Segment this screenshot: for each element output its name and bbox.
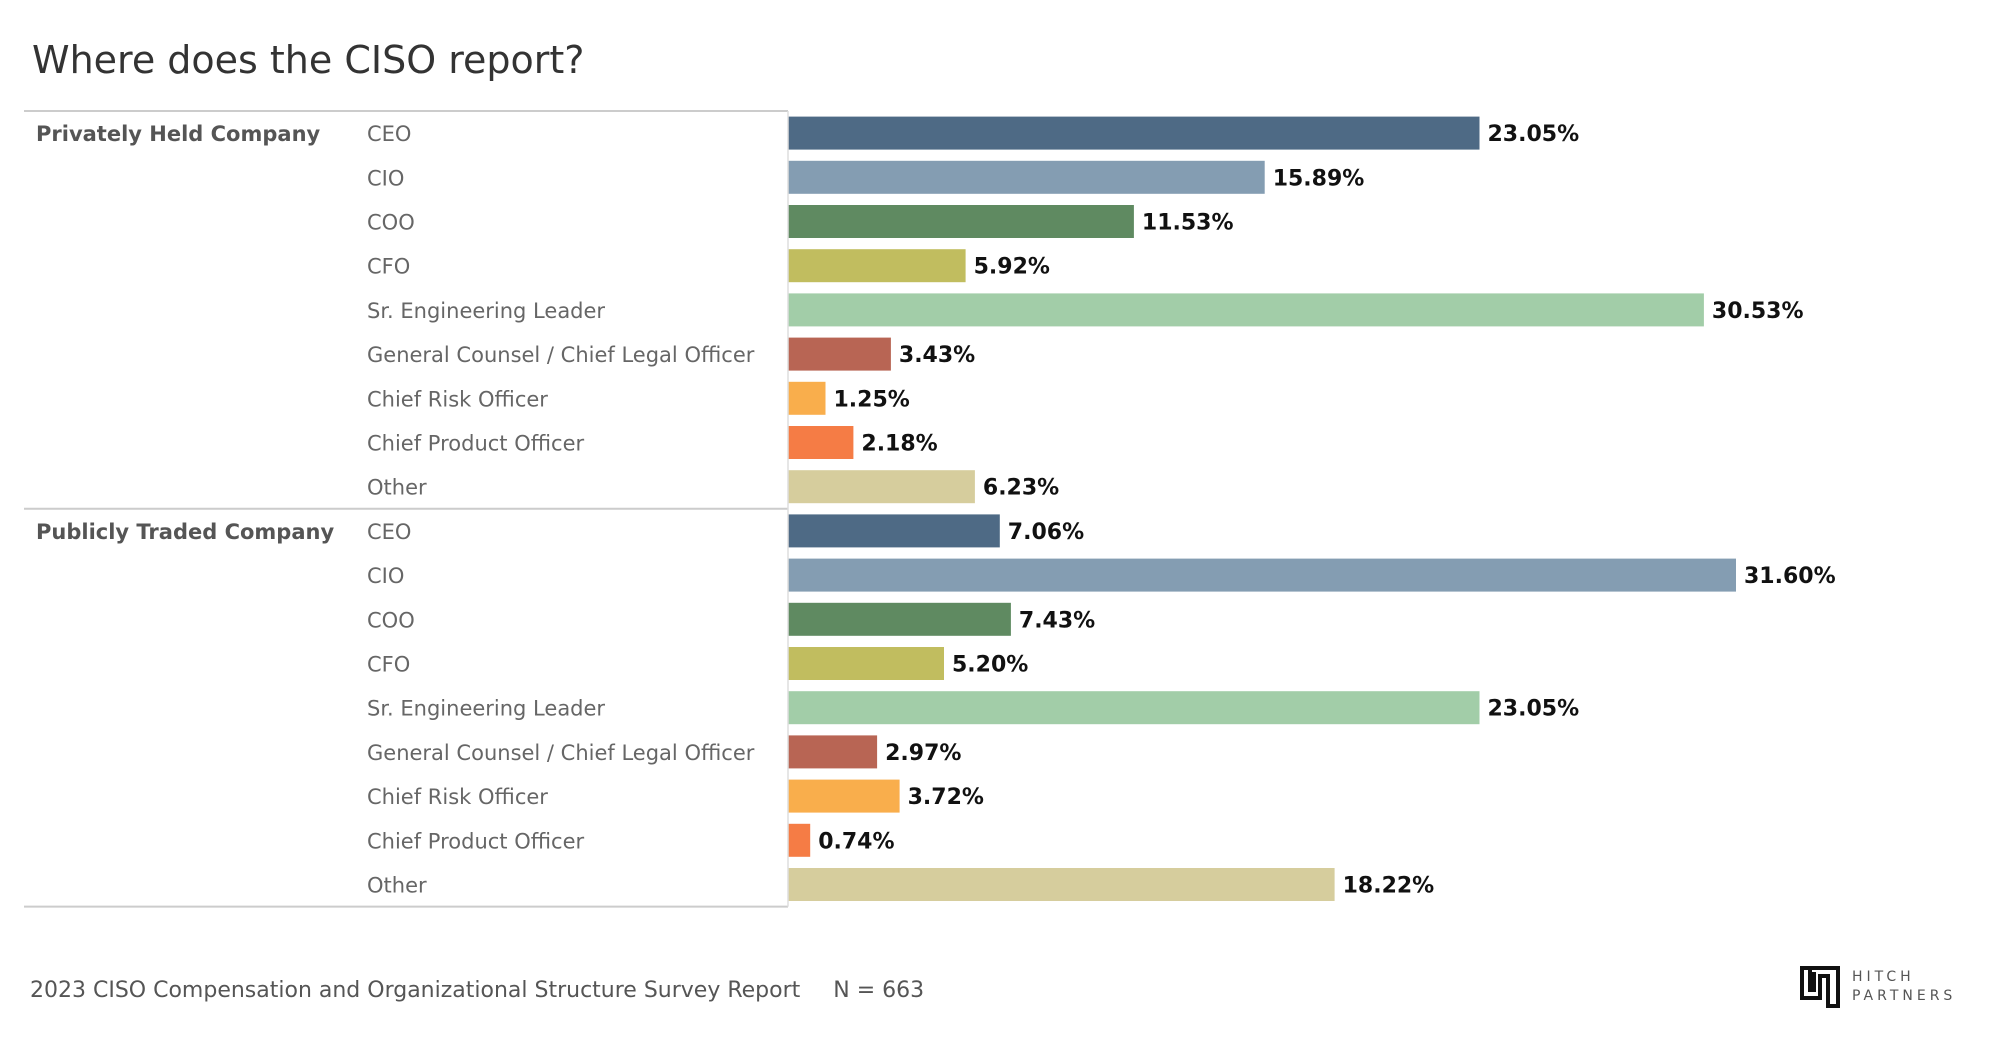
bar — [788, 558, 1736, 592]
group-label: Publicly Traded Company — [36, 520, 334, 544]
category-label: General Counsel / Chief Legal Officer — [367, 343, 755, 367]
data-label: 3.72% — [908, 785, 984, 810]
category-label: CIO — [367, 166, 404, 190]
bar — [788, 205, 1134, 238]
category-label: Other — [367, 874, 427, 898]
data-label: 23.05% — [1488, 697, 1580, 722]
bar — [788, 514, 1000, 548]
category-label: CFO — [367, 653, 410, 677]
bar — [788, 823, 811, 857]
footer: 2023 CISO Compensation and Organizationa… — [30, 978, 950, 1003]
data-label: 15.89% — [1273, 166, 1365, 191]
data-label: 1.25% — [834, 387, 910, 412]
bar — [788, 381, 826, 415]
chart-title: Where does the CISO report? — [32, 38, 585, 82]
data-label: 3.43% — [899, 343, 975, 368]
category-label: CIO — [367, 564, 404, 588]
bar — [788, 160, 1265, 194]
category-label: COO — [367, 211, 415, 235]
data-label: 5.20% — [952, 653, 1028, 678]
category-label: Other — [367, 476, 427, 500]
group-label: Privately Held Company — [36, 122, 321, 146]
category-label: Sr. Engineering Leader — [367, 299, 605, 323]
data-label: 30.53% — [1712, 299, 1804, 324]
bar — [788, 426, 854, 459]
sample-size: N = 663 — [833, 978, 925, 1003]
data-label: 5.92% — [974, 255, 1050, 280]
bar — [788, 647, 944, 680]
bar-chart: Privately Held Company CEO 23.05% CIO 15.89%… — [24, 110, 1836, 908]
data-label: 11.53% — [1142, 211, 1234, 236]
category-label: Chief Risk Officer — [367, 785, 548, 809]
data-label: 18.22% — [1343, 874, 1435, 899]
category-label: General Counsel / Chief Legal Officer — [367, 741, 755, 765]
logo-line1: HITCH — [1852, 969, 1915, 985]
data-label: 2.97% — [885, 741, 961, 766]
category-label: Chief Risk Officer — [367, 387, 548, 411]
category-label: COO — [367, 608, 415, 632]
data-label: 31.60% — [1744, 564, 1836, 589]
report-name: 2023 CISO Compensation and Organizationa… — [30, 978, 801, 1003]
data-label: 2.18% — [861, 432, 937, 457]
data-label: 6.23% — [983, 476, 1059, 501]
category-label: CFO — [367, 255, 410, 279]
data-label: 0.74% — [818, 829, 894, 854]
logo-line2: PARTNERS — [1852, 988, 1957, 1004]
bar — [788, 735, 878, 769]
data-label: 7.43% — [1019, 608, 1095, 633]
bar — [788, 293, 1704, 327]
bar — [788, 602, 1011, 636]
bar — [788, 116, 1480, 150]
bar — [788, 337, 891, 371]
bar — [788, 470, 975, 504]
bar — [788, 249, 966, 283]
data-label: 7.06% — [1008, 520, 1084, 545]
category-label: Chief Product Officer — [367, 432, 585, 456]
logo-mark-icon — [1800, 966, 1840, 1008]
bar — [788, 779, 900, 813]
category-label: Sr. Engineering Leader — [367, 697, 605, 721]
category-label: Chief Product Officer — [367, 829, 585, 853]
category-label: CEO — [367, 122, 411, 146]
bar — [788, 691, 1480, 725]
bar — [788, 868, 1335, 901]
category-label: CEO — [367, 520, 411, 544]
hitch-partners-logo: HITCH PARTNERS — [1800, 966, 1956, 1008]
data-label: 23.05% — [1488, 122, 1580, 147]
